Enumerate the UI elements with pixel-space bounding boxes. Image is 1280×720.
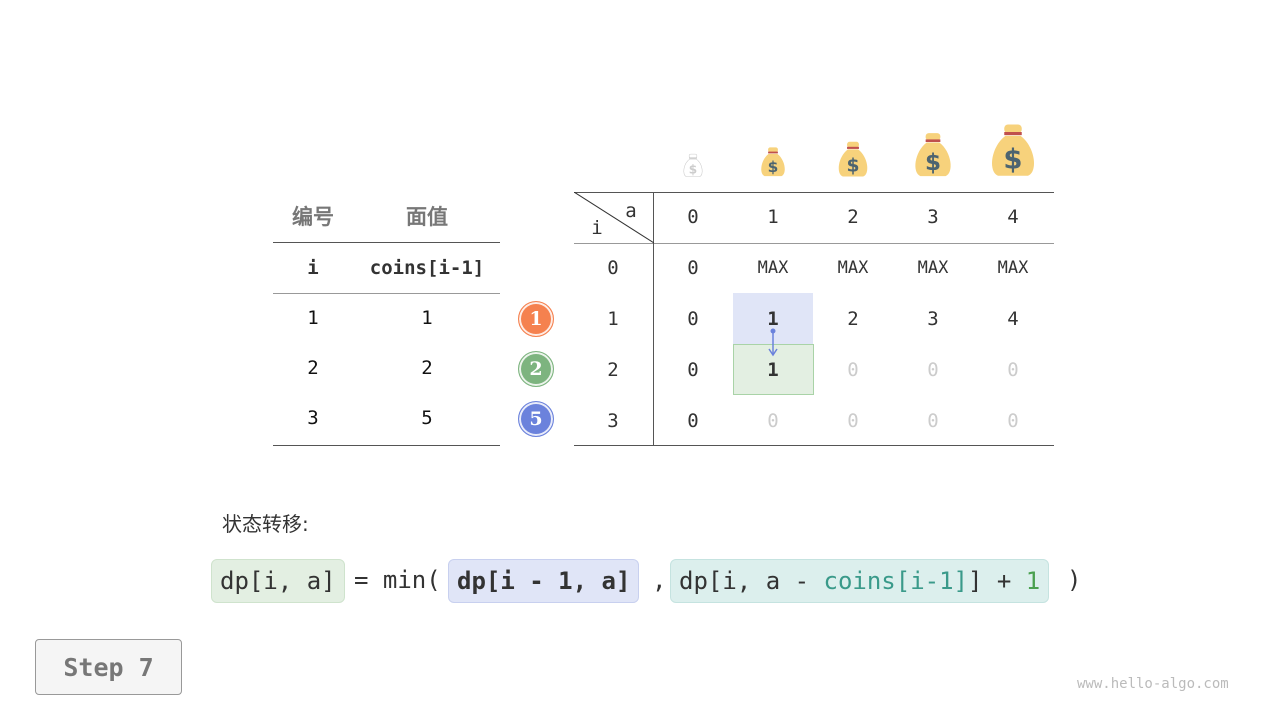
money-bag-icon: $ — [682, 153, 704, 181]
money-bag-icon: $ — [759, 146, 787, 181]
col-header: 2 — [847, 206, 859, 228]
svg-text:$: $ — [1003, 143, 1022, 175]
money-bag-icon: $ — [836, 140, 870, 181]
divider — [273, 242, 500, 243]
dp-cell: 0 — [847, 410, 859, 432]
divider — [574, 192, 1054, 193]
formula-arg1: dp[i - 1, a] — [448, 559, 640, 603]
svg-text:$: $ — [846, 155, 859, 176]
col-header: 3 — [927, 206, 939, 228]
coin-badge: 1 — [518, 301, 554, 337]
subheader-coins: coins[i-1] — [369, 257, 485, 279]
dp-cell: MAX — [917, 258, 949, 278]
corner-diagonal — [574, 192, 654, 244]
divider — [273, 445, 500, 446]
coin-value: 2 — [421, 357, 433, 379]
row-label: 0 — [607, 257, 619, 279]
row-label: 1 — [607, 308, 619, 330]
dp-cell: 0 — [767, 410, 779, 432]
col-header: 1 — [767, 206, 779, 228]
coin-badge: 2 — [518, 351, 554, 387]
formula-arg2-one: 1 — [1025, 567, 1041, 595]
formula-arg2: dp[i, a - coins[i-1]] + 1 — [670, 559, 1050, 603]
arrow-down-icon — [768, 328, 778, 357]
coin-value: 1 — [421, 307, 433, 329]
divider — [273, 293, 500, 294]
formula-label: 状态转移: — [222, 512, 309, 536]
header-index: 编号 — [292, 205, 334, 229]
row-label: 2 — [607, 359, 619, 381]
col-header: 0 — [687, 206, 699, 228]
dp-cell: 2 — [847, 308, 859, 330]
svg-text:$: $ — [689, 162, 697, 176]
formula-eq: = min( — [354, 566, 441, 594]
corner-col-label: a — [625, 200, 637, 222]
formula-arg2-a: dp[i, a - — [679, 567, 824, 595]
col-header: 4 — [1007, 206, 1019, 228]
dp-cell: 0 — [847, 359, 859, 381]
dp-cell: 1 — [767, 308, 779, 330]
dp-cell: MAX — [997, 258, 1029, 278]
dp-cell: 0 — [1007, 359, 1019, 381]
coin-index: 1 — [307, 307, 319, 329]
divider — [574, 445, 1054, 446]
coin-index: 2 — [307, 357, 319, 379]
subheader-i: i — [307, 257, 319, 279]
dp-cell: 0 — [687, 308, 699, 330]
formula-arg2-coins: coins[i-1] — [823, 567, 969, 595]
watermark: www.hello-algo.com — [1077, 676, 1229, 692]
step-button[interactable]: Step 7 — [35, 639, 182, 695]
row-label: 3 — [607, 410, 619, 432]
coin-index: 3 — [307, 407, 319, 429]
dp-cell: 0 — [687, 257, 699, 279]
money-bag-icon: $ — [988, 122, 1038, 181]
divider — [574, 243, 1054, 244]
svg-text:$: $ — [768, 158, 779, 176]
dp-cell: 3 — [927, 308, 939, 330]
dp-cell: 0 — [687, 359, 699, 381]
money-bag-icon: $ — [912, 131, 954, 181]
dp-cell: 0 — [1007, 410, 1019, 432]
dp-cell: 0 — [927, 359, 939, 381]
formula-comma: , — [652, 566, 667, 594]
dp-cell: 0 — [687, 410, 699, 432]
dp-cell: 1 — [767, 359, 779, 381]
formula-lhs: dp[i, a] — [211, 559, 345, 603]
dp-cell: 4 — [1007, 308, 1019, 330]
corner-row-label: i — [591, 217, 603, 239]
dp-cell: MAX — [837, 258, 869, 278]
formula-arg2-c: ] + — [968, 567, 1026, 595]
dp-cell: MAX — [757, 258, 789, 278]
formula-close: ) — [1067, 566, 1082, 594]
header-value: 面值 — [406, 205, 448, 229]
coin-badge: 5 — [518, 401, 554, 437]
coin-value: 5 — [421, 407, 433, 429]
dp-cell: 0 — [927, 410, 939, 432]
divider — [653, 192, 654, 446]
svg-text:$: $ — [925, 150, 941, 176]
